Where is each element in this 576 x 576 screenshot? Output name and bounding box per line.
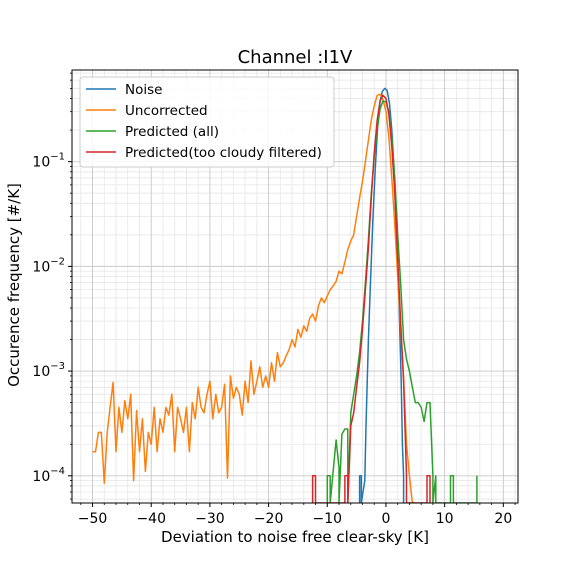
y-tick-base: 10 (32, 155, 50, 171)
y-tick-exponent: −4 (50, 466, 65, 477)
x-tick-label: 10 (436, 511, 454, 527)
series-line-3 (311, 94, 431, 503)
legend-label-0: Noise (125, 82, 162, 98)
series-lines (92, 87, 478, 503)
y-tick-base: 10 (32, 259, 50, 275)
y-tick-label: 10−3 (32, 361, 65, 380)
x-tick-label: −30 (195, 511, 225, 527)
x-tick-label: 0 (381, 511, 390, 527)
x-tick-label: −40 (136, 511, 166, 527)
plot-frame (71, 69, 519, 504)
legend: Noise Uncorrected Predicted (all) Predicted… (79, 76, 335, 168)
y-tick-base: 10 (32, 364, 50, 380)
chart-title: Channel :I1V (238, 47, 353, 68)
y-tick-label: 10−1 (32, 152, 65, 171)
y-tick-label: 10−4 (32, 466, 65, 485)
y-axis-label: Occurence frequency [#/K] (5, 183, 23, 387)
series-line-1 (92, 93, 416, 503)
legend-box (79, 76, 335, 168)
x-tick-label: 20 (494, 511, 512, 527)
plot-area: −50 −40 −30 −20 −10 0 10 2010−410−310−210−1Nois… (32, 69, 519, 527)
legend-label-2: Predicted (all) (125, 124, 219, 140)
x-tick-label: −10 (313, 511, 343, 527)
y-tick-exponent: −1 (50, 152, 65, 163)
x-tick-label: −50 (78, 511, 108, 527)
legend-label-3: Predicted(too cloudy filtered) (125, 145, 322, 161)
y-tick-label: 10−2 (32, 256, 65, 275)
legend-label-1: Uncorrected (125, 103, 208, 119)
x-tick-label: −20 (254, 511, 284, 527)
y-tick-exponent: −3 (50, 361, 65, 372)
x-axis-label: Deviation to noise free clear-sky [K] (161, 528, 429, 546)
y-tick-exponent: −2 (50, 256, 65, 267)
y-tick-base: 10 (32, 469, 50, 485)
